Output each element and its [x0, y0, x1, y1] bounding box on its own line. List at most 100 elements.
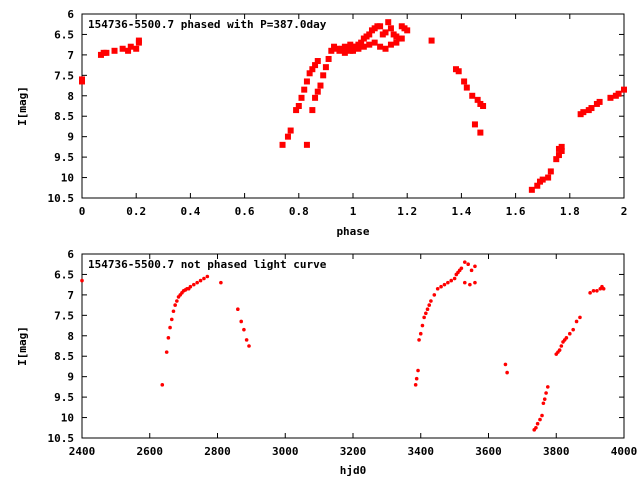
x-tick-label: 2600 [137, 445, 164, 458]
data-point [432, 293, 437, 297]
data-point [473, 264, 477, 269]
data-point [477, 129, 484, 136]
data-points [79, 19, 627, 193]
data-point [303, 78, 310, 85]
data-point [239, 319, 244, 324]
data-point [574, 319, 579, 324]
y-tick-label: 10.5 [48, 192, 75, 205]
y-tick-label: 9 [67, 371, 74, 384]
x-tick-label: 1 [350, 205, 357, 218]
axis-ticks: 0 0.2 0.4 0.6 0.8 1 1.2 1.4 1.6 1.8 2 6 6.5 7 7.5 8 8.5 9… [48, 8, 628, 218]
y-tick-label: 6 [67, 8, 74, 21]
x-tick-label: 1.6 [506, 205, 526, 218]
data-point [320, 72, 327, 79]
data-point [420, 323, 425, 328]
data-point [596, 98, 603, 105]
data-point [463, 84, 470, 91]
data-point [469, 92, 476, 99]
data-point [328, 47, 335, 54]
data-point [534, 425, 538, 430]
data-point [309, 107, 316, 114]
phased-light-curve-chart: 0 0.2 0.4 0.6 0.8 1 1.2 1.4 1.6 1.8 2 6 6.5 7 7.5 8 8.5 9… [16, 8, 627, 238]
data-point [371, 39, 378, 46]
data-point [169, 317, 174, 322]
chart-title: 154736-5500.7 not phased light curve [88, 258, 327, 271]
data-point [414, 376, 419, 381]
data-point [416, 368, 420, 373]
data-point [244, 338, 249, 342]
unphased-light-curve-chart: 2400 2600 2800 3000 3200 3400 3600 3800 4000 6 6.5… [16, 248, 637, 477]
data-point [127, 43, 134, 50]
data-point [578, 315, 582, 320]
data-point [295, 103, 302, 109]
plot-frame [81, 13, 625, 199]
data-point [615, 90, 622, 97]
y-tick-label: 8 [67, 330, 74, 343]
y-tick-label: 8.5 [54, 350, 74, 363]
data-point [459, 266, 464, 271]
x-tick-label: 0.8 [289, 205, 309, 218]
data-point [79, 78, 85, 85]
data-point [377, 23, 384, 30]
data-point [279, 141, 286, 148]
data-point [541, 401, 546, 406]
data-point [358, 39, 365, 46]
data-point [540, 413, 544, 418]
data-point [480, 103, 487, 109]
data-point [385, 19, 392, 26]
data-point [474, 96, 481, 103]
data-point [542, 397, 547, 401]
data-point [469, 268, 474, 273]
data-point [164, 350, 169, 354]
x-tick-label: 2 [621, 205, 628, 218]
data-point [236, 307, 240, 312]
x-tick-label: 3600 [475, 445, 502, 458]
data-point [461, 78, 468, 85]
data-point [325, 55, 332, 62]
y-tick-label: 9 [67, 131, 74, 144]
data-point [195, 280, 199, 285]
data-point [534, 182, 541, 189]
data-point [314, 88, 321, 95]
x-tick-label: 3000 [272, 445, 299, 458]
chart-title: 154736-5500.7 phased with P=387.0day [88, 18, 327, 31]
data-point [428, 37, 435, 44]
data-point [417, 338, 421, 342]
data-point [424, 311, 428, 316]
data-point [429, 299, 433, 303]
data-point [545, 385, 550, 389]
y-tick-label: 8 [67, 90, 74, 103]
data-point [205, 274, 210, 279]
data-point [462, 260, 467, 264]
data-point [119, 45, 126, 52]
data-point [309, 66, 316, 73]
data-point [191, 282, 196, 287]
data-point [601, 286, 606, 291]
data-point [160, 383, 165, 387]
y-tick-label: 9.5 [54, 391, 74, 404]
data-point [312, 94, 319, 101]
data-point [452, 276, 457, 281]
data-point [568, 331, 572, 336]
data-point [595, 289, 599, 293]
x-tick-label: 1.4 [451, 205, 471, 218]
x-tick-label: 4000 [611, 445, 638, 458]
data-point [301, 86, 308, 93]
data-point [544, 391, 548, 395]
x-tick-label: 1.2 [397, 205, 417, 218]
data-point [442, 282, 447, 287]
data-point [303, 141, 310, 148]
data-point [427, 303, 432, 307]
data-point [607, 94, 614, 101]
data-point [133, 45, 140, 52]
y-axis-label: I[mag] [16, 86, 29, 126]
data-point [588, 291, 592, 295]
data-point [555, 152, 562, 159]
data-point [322, 64, 329, 71]
data-point [341, 49, 348, 56]
data-point [360, 43, 367, 50]
data-point [588, 105, 595, 112]
data-point [468, 282, 472, 287]
data-point [528, 186, 535, 193]
y-tick-label: 7 [67, 49, 74, 62]
